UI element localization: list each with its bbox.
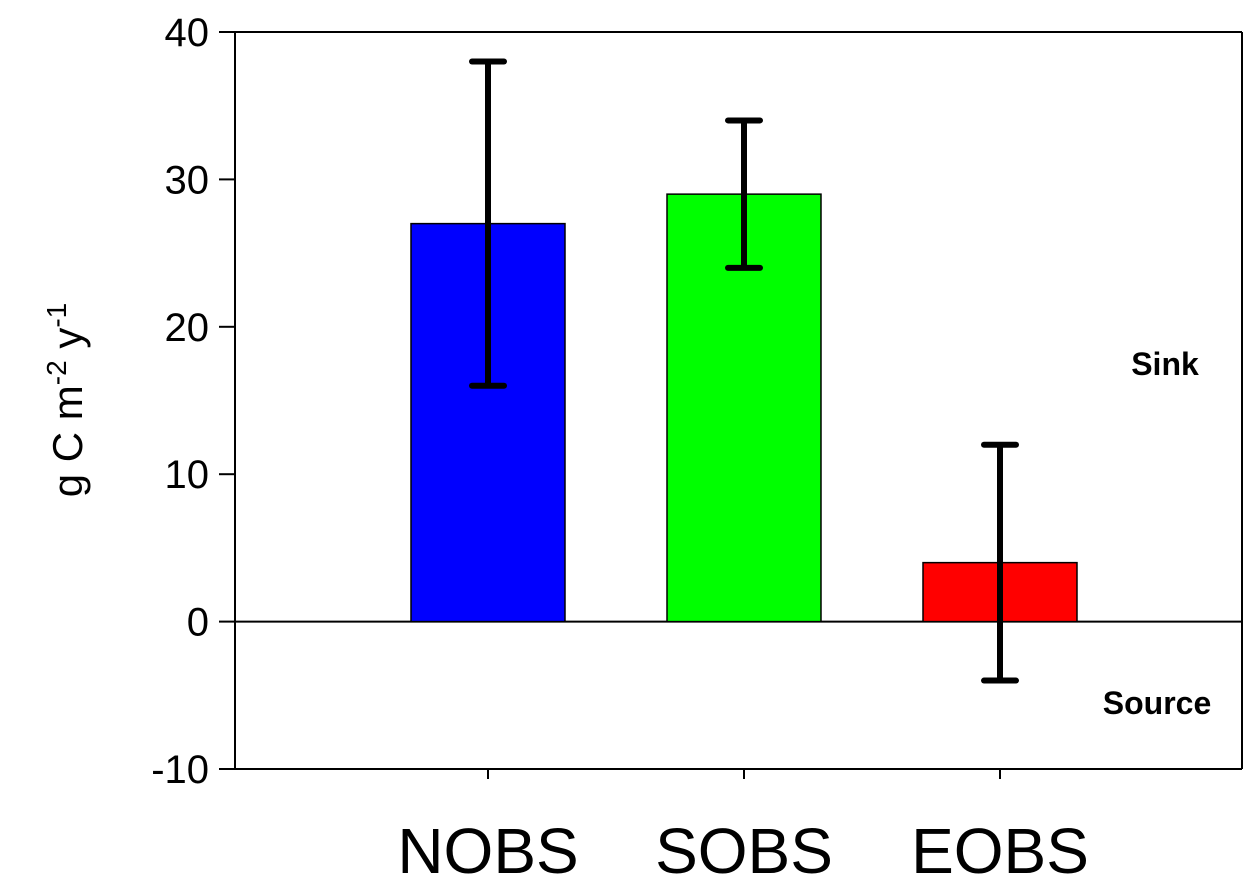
y-tick-label: 20: [165, 306, 210, 350]
source-annotation: Source: [1103, 685, 1211, 721]
x-tick-label-sobs: SOBS: [655, 815, 833, 881]
x-tick-label-nobs: NOBS: [397, 815, 578, 881]
y-axis-label: g C m-2 y-1: [41, 303, 91, 498]
y-tick-label: 30: [165, 158, 210, 202]
x-ticks: NOBS SOBS EOBS: [397, 769, 1089, 881]
y-ticks: -10 0 10 20 30 40: [151, 11, 235, 792]
error-bars: [469, 58, 1019, 684]
y-tick-label: 10: [165, 453, 210, 497]
y-tick-label: 0: [187, 601, 209, 645]
sink-annotation: Sink: [1131, 346, 1199, 382]
y-tick-label: 40: [165, 11, 210, 55]
x-tick-label-eobs: EOBS: [911, 815, 1089, 881]
y-tick-label: -10: [151, 748, 209, 792]
